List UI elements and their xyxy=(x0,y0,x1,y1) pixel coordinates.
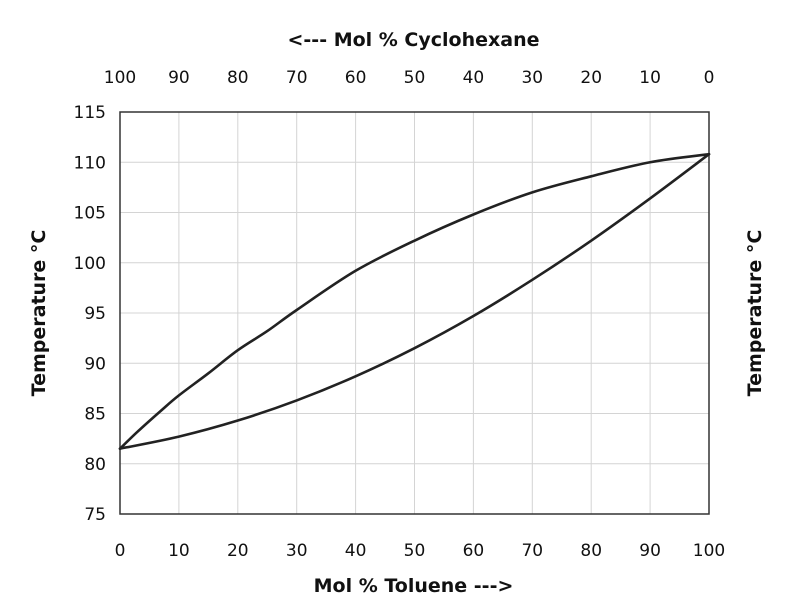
x2-tick-label: 0 xyxy=(704,68,715,88)
left-axis-title: Temperature °C xyxy=(28,230,50,397)
plot-frame xyxy=(119,111,710,515)
x-tick-label: 20 xyxy=(227,541,249,561)
top-axis-title: <--- Mol % Cyclohexane xyxy=(288,29,540,51)
x-tick-label: 30 xyxy=(286,541,308,561)
x-tick-label: 0 xyxy=(115,541,126,561)
y-tick-label: 80 xyxy=(84,455,106,475)
y-tick-label: 75 xyxy=(84,505,106,525)
x-tick-label: 10 xyxy=(168,541,190,561)
x-tick-label: 60 xyxy=(463,541,485,561)
bottom-axis-title: Mol % Toluene ---> xyxy=(314,575,514,597)
x-tick-label: 80 xyxy=(580,541,602,561)
x2-tick-label: 10 xyxy=(639,68,661,88)
x2-tick-label: 70 xyxy=(286,68,308,88)
right-axis-title: Temperature °C xyxy=(744,230,766,397)
y-tick-label: 105 xyxy=(74,204,106,224)
y-tick-label: 95 xyxy=(84,304,106,324)
bubble-point-curve xyxy=(118,152,711,450)
y-tick-label: 90 xyxy=(84,354,106,374)
dew-point-curve xyxy=(118,152,711,450)
x-tick-label: 40 xyxy=(345,541,367,561)
x-tick-label: 90 xyxy=(639,541,661,561)
x2-tick-label: 80 xyxy=(227,68,249,88)
x-tick-label: 100 xyxy=(693,541,725,561)
y-tick-label: 115 xyxy=(74,103,106,123)
x2-tick-label: 20 xyxy=(580,68,602,88)
x2-tick-label: 40 xyxy=(463,68,485,88)
x2-tick-label: 50 xyxy=(404,68,426,88)
x-tick-label: 70 xyxy=(521,541,543,561)
x2-tick-label: 90 xyxy=(168,68,190,88)
x-tick-label: 50 xyxy=(404,541,426,561)
x2-tick-label: 30 xyxy=(521,68,543,88)
grid-lines xyxy=(119,111,710,515)
x2-tick-label: 60 xyxy=(345,68,367,88)
y-tick-label: 100 xyxy=(74,254,106,274)
curves xyxy=(118,152,711,450)
x2-tick-label: 100 xyxy=(104,68,136,88)
y-tick-label: 85 xyxy=(84,405,106,425)
y-tick-label: 110 xyxy=(74,153,106,173)
